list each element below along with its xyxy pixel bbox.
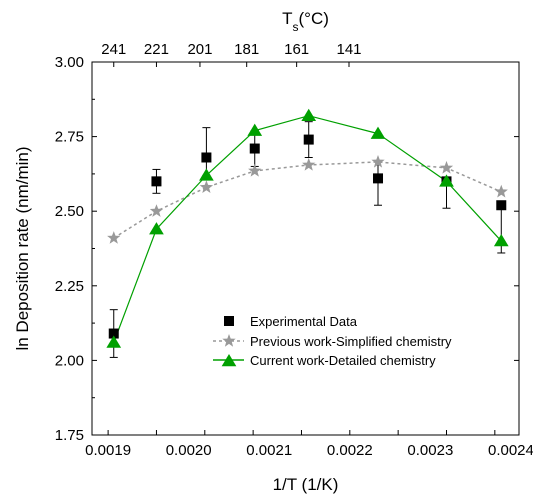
y-tick-label: 1.75 (55, 427, 84, 444)
legend-marker-triangle (221, 354, 237, 367)
legend-marker-star (222, 334, 236, 347)
ticks-layer: 0.0019 0.0020 0.0021 0.0022 0.0023 0.0024 1.75… (55, 41, 533, 459)
y-tick-label: 3.00 (55, 54, 84, 71)
point-experimental (249, 143, 260, 154)
point-current (301, 108, 317, 121)
point-current (199, 168, 214, 181)
point-current (149, 222, 164, 235)
series-line-current (113, 115, 502, 343)
point-previous (149, 204, 164, 217)
point-previous (494, 184, 508, 198)
point-experimental (108, 328, 119, 339)
y-tick-label: 2.25 (55, 278, 84, 295)
point-experimental (151, 176, 162, 187)
point-previous (302, 157, 316, 171)
top-axis-title-unit: (°C) (298, 9, 328, 28)
point-current (439, 174, 454, 187)
x-tick-label: 0.0021 (246, 442, 292, 459)
top-axis-title: Ts(°C) (282, 9, 329, 34)
point-previous (248, 163, 262, 177)
point-current (370, 126, 386, 139)
top-tick-label: 201 (187, 41, 212, 58)
point-experimental (201, 152, 212, 163)
series-layer (106, 108, 509, 358)
point-previous (439, 160, 454, 174)
top-tick-label: 161 (284, 41, 309, 58)
point-previous (199, 180, 214, 193)
legend: Experimental Data Previous work-Simplifi… (213, 314, 452, 368)
point-experimental (303, 134, 314, 145)
y-axis-title: ln Deposition rate (nm/min) (13, 146, 32, 350)
point-experimental (373, 173, 384, 184)
y-tick-label: 2.00 (55, 352, 84, 369)
top-axis-title-main: T (282, 9, 292, 28)
top-tick-label: 221 (144, 41, 169, 58)
point-current (247, 123, 263, 136)
point-current (493, 234, 509, 247)
x-axis-title: 1/T (1/K) (273, 475, 339, 494)
top-axis-title-sub: s (292, 20, 298, 34)
x-tick-label: 0.0019 (85, 442, 131, 459)
legend-label-current: Current work-Detailed chemistry (250, 353, 436, 368)
x-tick-label: 0.0022 (327, 442, 373, 459)
y-tick-label: 2.75 (55, 129, 84, 146)
top-tick-label: 141 (336, 41, 361, 58)
point-experimental (496, 200, 507, 211)
point-current (106, 335, 122, 348)
legend-item-previous: Previous work-Simplified chemistry (213, 334, 452, 349)
x-tick-label: 0.0023 (407, 442, 453, 459)
series-line-previous (113, 161, 502, 239)
legend-label-previous: Previous work-Simplified chemistry (250, 334, 452, 349)
x-tick-label: 0.0024 (488, 442, 533, 459)
legend-item-current: Current work-Detailed chemistry (213, 353, 436, 368)
legend-item-experimental: Experimental Data (224, 314, 358, 329)
top-tick-label: 241 (101, 41, 126, 58)
legend-label-experimental: Experimental Data (250, 314, 358, 329)
top-tick-label: 181 (234, 41, 259, 58)
point-previous (107, 231, 121, 244)
point-previous (371, 155, 385, 168)
x-tick-label: 0.0020 (166, 442, 212, 459)
legend-marker-square (224, 316, 234, 326)
y-tick-label: 2.50 (55, 203, 84, 220)
